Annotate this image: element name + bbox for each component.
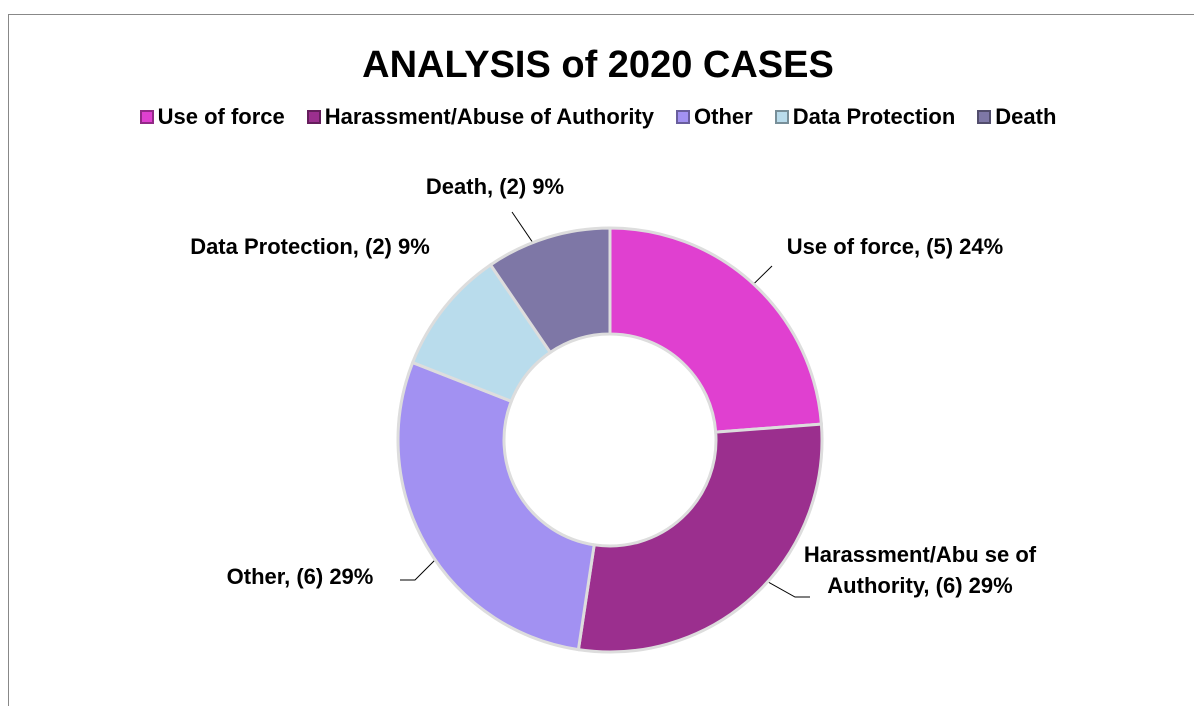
chart-title: ANALYSIS of 2020 CASES (362, 44, 834, 86)
legend-item: Death (977, 104, 1056, 130)
legend: Use of force Harassment/Abuse of Authorit… (0, 104, 1196, 130)
legend-swatch (977, 110, 992, 124)
data-label: Other, (6) 29% (226, 564, 374, 589)
data-label: Harassment/Abu se of Authority, (6) 29% (803, 542, 1037, 598)
legend-item: Use of force (139, 104, 285, 130)
data-label: Use of force, (5) 24% (786, 234, 1004, 259)
data-label: Death, (2) 9% (425, 174, 565, 199)
legend-label: Other (694, 104, 753, 129)
legend-item: Harassment/Abuse of Authority (306, 104, 654, 130)
legend-label: Death (995, 104, 1057, 129)
donut-slice (576, 422, 824, 654)
legend-label: Data Protection (792, 104, 956, 129)
data-label: Data Protection, (2) 9% (190, 234, 430, 259)
legend-swatch (774, 110, 789, 124)
legend-item: Data Protection (774, 104, 956, 130)
legend-swatch (676, 110, 690, 124)
donut-slice (608, 226, 824, 434)
legend-label: Harassment/Abuse of Authority (324, 104, 654, 129)
legend-item: Other (676, 104, 753, 130)
legend-swatch (306, 110, 321, 124)
donut-slice (396, 360, 596, 652)
chart-frame (8, 14, 1194, 706)
legend-swatch (139, 110, 154, 124)
legend-label: Use of force (157, 104, 285, 129)
donut-slice (488, 226, 612, 355)
